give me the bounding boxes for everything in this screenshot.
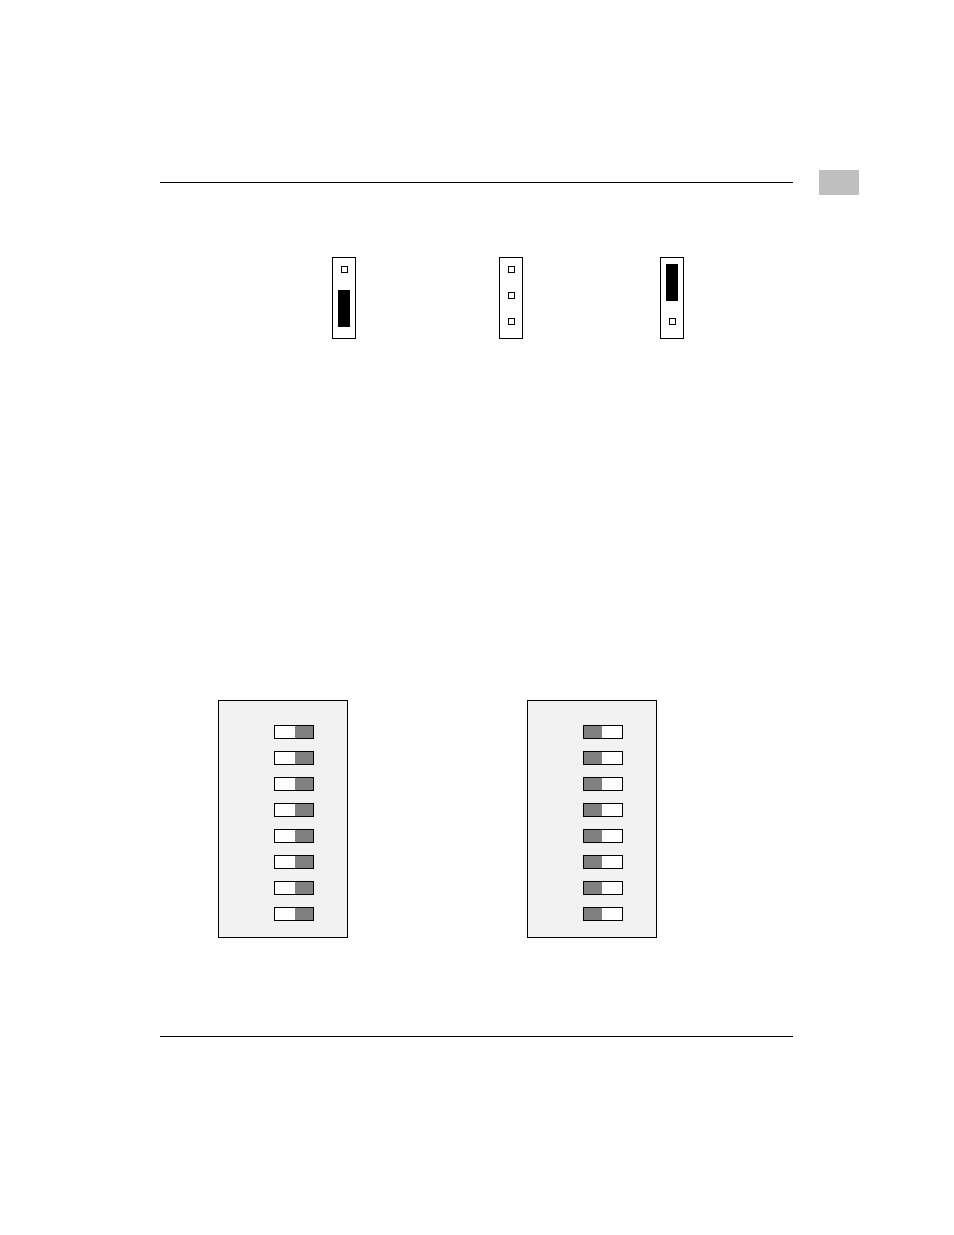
jumper-c xyxy=(660,257,684,339)
dip-panel-right-switch-8 xyxy=(583,907,623,921)
dip-panel-right-row-8 xyxy=(528,907,656,921)
jumper-a-bridge xyxy=(338,290,350,327)
dip-panel-left-switch-6 xyxy=(274,855,314,869)
dip-panel-left-switch-3 xyxy=(274,777,314,791)
dip-panel-left-switch-5 xyxy=(274,829,314,843)
dip-panel-right-row-5 xyxy=(528,829,656,843)
dip-panel-left-row-4 xyxy=(219,803,347,817)
jumper-b xyxy=(499,257,523,339)
jumper-b-pin-1 xyxy=(508,266,515,273)
dip-panel-right-switch-8-knob xyxy=(584,908,602,920)
dip-panel-right-row-3 xyxy=(528,777,656,791)
page-edge-tab xyxy=(819,170,859,195)
dip-panel-right-row-1 xyxy=(528,725,656,739)
dip-panel-left-switch-2 xyxy=(274,751,314,765)
top-horizontal-rule xyxy=(160,182,793,183)
dip-panel-right-row-4 xyxy=(528,803,656,817)
dip-panel-right-switch-2 xyxy=(583,751,623,765)
dip-panel-left-switch-6-knob xyxy=(295,856,313,868)
dip-panel-left-switch-3-knob xyxy=(295,778,313,790)
dip-panel-left-switch-5-knob xyxy=(295,830,313,842)
dip-panel-right-switch-4 xyxy=(583,803,623,817)
dip-panel-left-switch-4 xyxy=(274,803,314,817)
jumper-a xyxy=(332,257,356,339)
dip-panel-left-row-3 xyxy=(219,777,347,791)
jumper-b-pin-3 xyxy=(508,318,515,325)
jumper-a-pin-1 xyxy=(341,266,348,273)
jumper-c-pin-3 xyxy=(669,318,676,325)
dip-panel-right-switch-2-knob xyxy=(584,752,602,764)
dip-panel-right-switch-6 xyxy=(583,855,623,869)
dip-panel-left-row-2 xyxy=(219,751,347,765)
dip-panel-left-row-1 xyxy=(219,725,347,739)
dip-panel-left-switch-2-knob xyxy=(295,752,313,764)
dip-panel-left-row-8 xyxy=(219,907,347,921)
jumper-c-bridge xyxy=(666,264,678,301)
dip-panel-right-switch-7 xyxy=(583,881,623,895)
dip-panel-right-switch-1-knob xyxy=(584,726,602,738)
dip-panel-left-switch-8 xyxy=(274,907,314,921)
dip-panel-right-switch-5 xyxy=(583,829,623,843)
dip-panel-right-switch-6-knob xyxy=(584,856,602,868)
dip-panel-right-switch-5-knob xyxy=(584,830,602,842)
dip-panel-left-row-6 xyxy=(219,855,347,869)
dip-panel-right-row-6 xyxy=(528,855,656,869)
bottom-horizontal-rule xyxy=(160,1036,793,1037)
dip-panel-left xyxy=(218,700,348,938)
dip-panel-right-switch-4-knob xyxy=(584,804,602,816)
dip-panel-left-switch-1 xyxy=(274,725,314,739)
dip-panel-left-switch-8-knob xyxy=(295,908,313,920)
dip-panel-right-switch-3 xyxy=(583,777,623,791)
dip-panel-right-switch-3-knob xyxy=(584,778,602,790)
dip-panel-right-row-7 xyxy=(528,881,656,895)
dip-panel-left-row-5 xyxy=(219,829,347,843)
dip-panel-right-switch-7-knob xyxy=(584,882,602,894)
dip-panel-left-switch-4-knob xyxy=(295,804,313,816)
dip-panel-left-switch-7 xyxy=(274,881,314,895)
dip-panel-left-switch-1-knob xyxy=(295,726,313,738)
jumper-b-pin-2 xyxy=(508,292,515,299)
dip-panel-left-row-7 xyxy=(219,881,347,895)
dip-panel-right-switch-1 xyxy=(583,725,623,739)
dip-panel-right xyxy=(527,700,657,938)
dip-panel-right-row-2 xyxy=(528,751,656,765)
dip-panel-left-switch-7-knob xyxy=(295,882,313,894)
